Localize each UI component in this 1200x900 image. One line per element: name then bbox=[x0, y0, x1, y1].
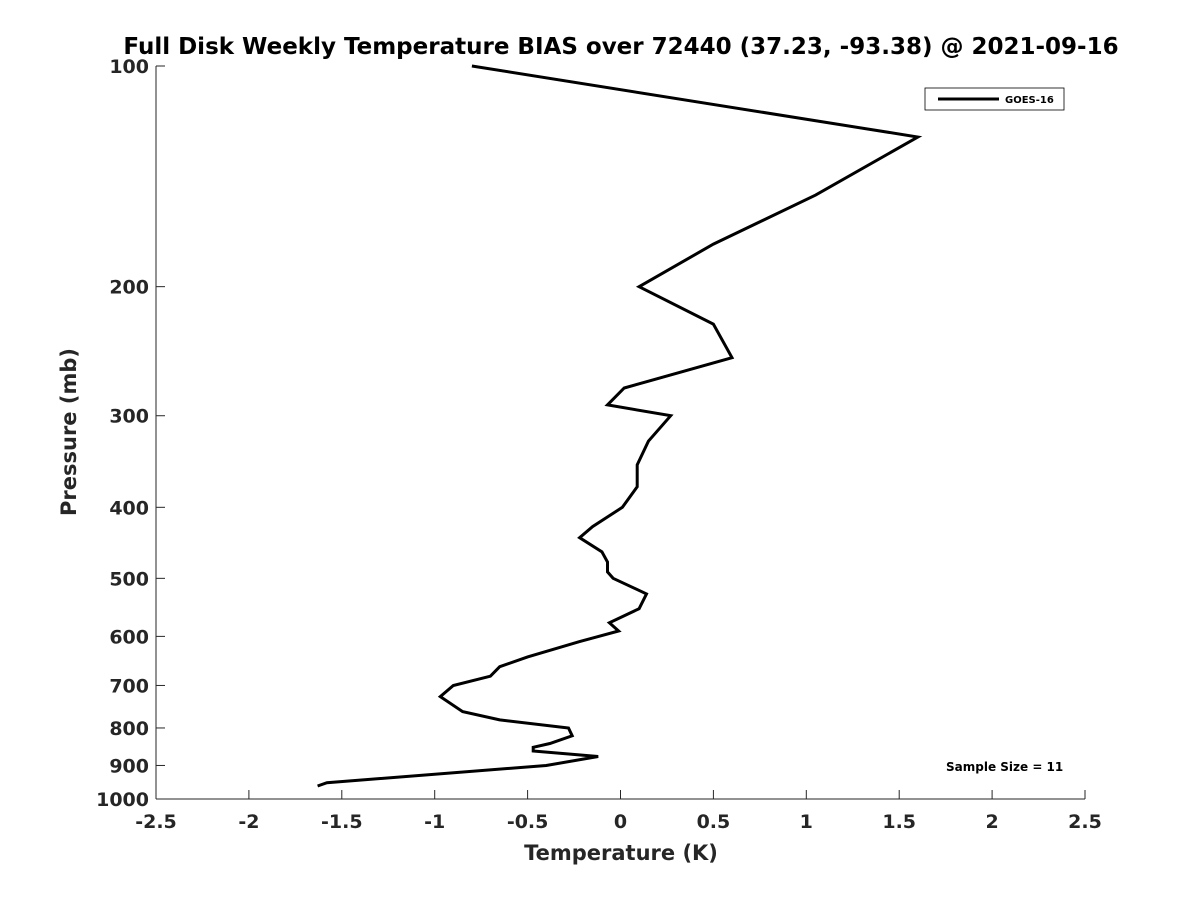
x-tick-label: 0 bbox=[614, 811, 627, 833]
legend: GOES-16 bbox=[924, 87, 1065, 111]
x-tick-label: -1.5 bbox=[321, 811, 363, 833]
series-layer bbox=[317, 64, 923, 788]
y-tick-label: 200 bbox=[109, 277, 149, 299]
y-tick-label: 100 bbox=[109, 56, 149, 78]
y-tick-label: 800 bbox=[109, 718, 149, 740]
series-line bbox=[317, 64, 923, 788]
x-tick-label: 2 bbox=[985, 811, 998, 833]
x-tick-label: -1 bbox=[424, 811, 445, 833]
y-tick-label: 1000 bbox=[96, 789, 149, 811]
y-tick-label: 900 bbox=[109, 755, 149, 777]
chart-title: Full Disk Weekly Temperature BIAS over 7… bbox=[123, 34, 1118, 60]
sample-size-annotation: Sample Size = 11 bbox=[946, 760, 1063, 774]
x-tick-label: -2.5 bbox=[135, 811, 177, 833]
y-tick-label: 600 bbox=[109, 626, 149, 648]
y-ticks: 100 200 300 400 500 600 700 800 900 1000 bbox=[96, 56, 165, 811]
y-tick-label: 500 bbox=[109, 568, 149, 590]
x-tick-label: -0.5 bbox=[507, 811, 549, 833]
y-tick-label: 300 bbox=[109, 406, 149, 428]
x-tick-label: -2 bbox=[238, 811, 259, 833]
y-tick-label: 400 bbox=[109, 497, 149, 519]
y-tick-label: 700 bbox=[109, 675, 149, 697]
x-tick-label: 2.5 bbox=[1068, 811, 1102, 833]
y-axis-label: Pressure (mb) bbox=[57, 348, 81, 516]
x-tick-label: 0.5 bbox=[697, 811, 731, 833]
x-axis-label: Temperature (K) bbox=[524, 841, 718, 865]
x-tick-label: 1.5 bbox=[882, 811, 916, 833]
x-ticks: -2.5 -2 -1.5 -1 -0.5 0 0.5 1 1.5 2 2.5 bbox=[135, 790, 1102, 833]
x-tick-label: 1 bbox=[800, 811, 813, 833]
legend-series-label: GOES-16 bbox=[1005, 95, 1054, 106]
